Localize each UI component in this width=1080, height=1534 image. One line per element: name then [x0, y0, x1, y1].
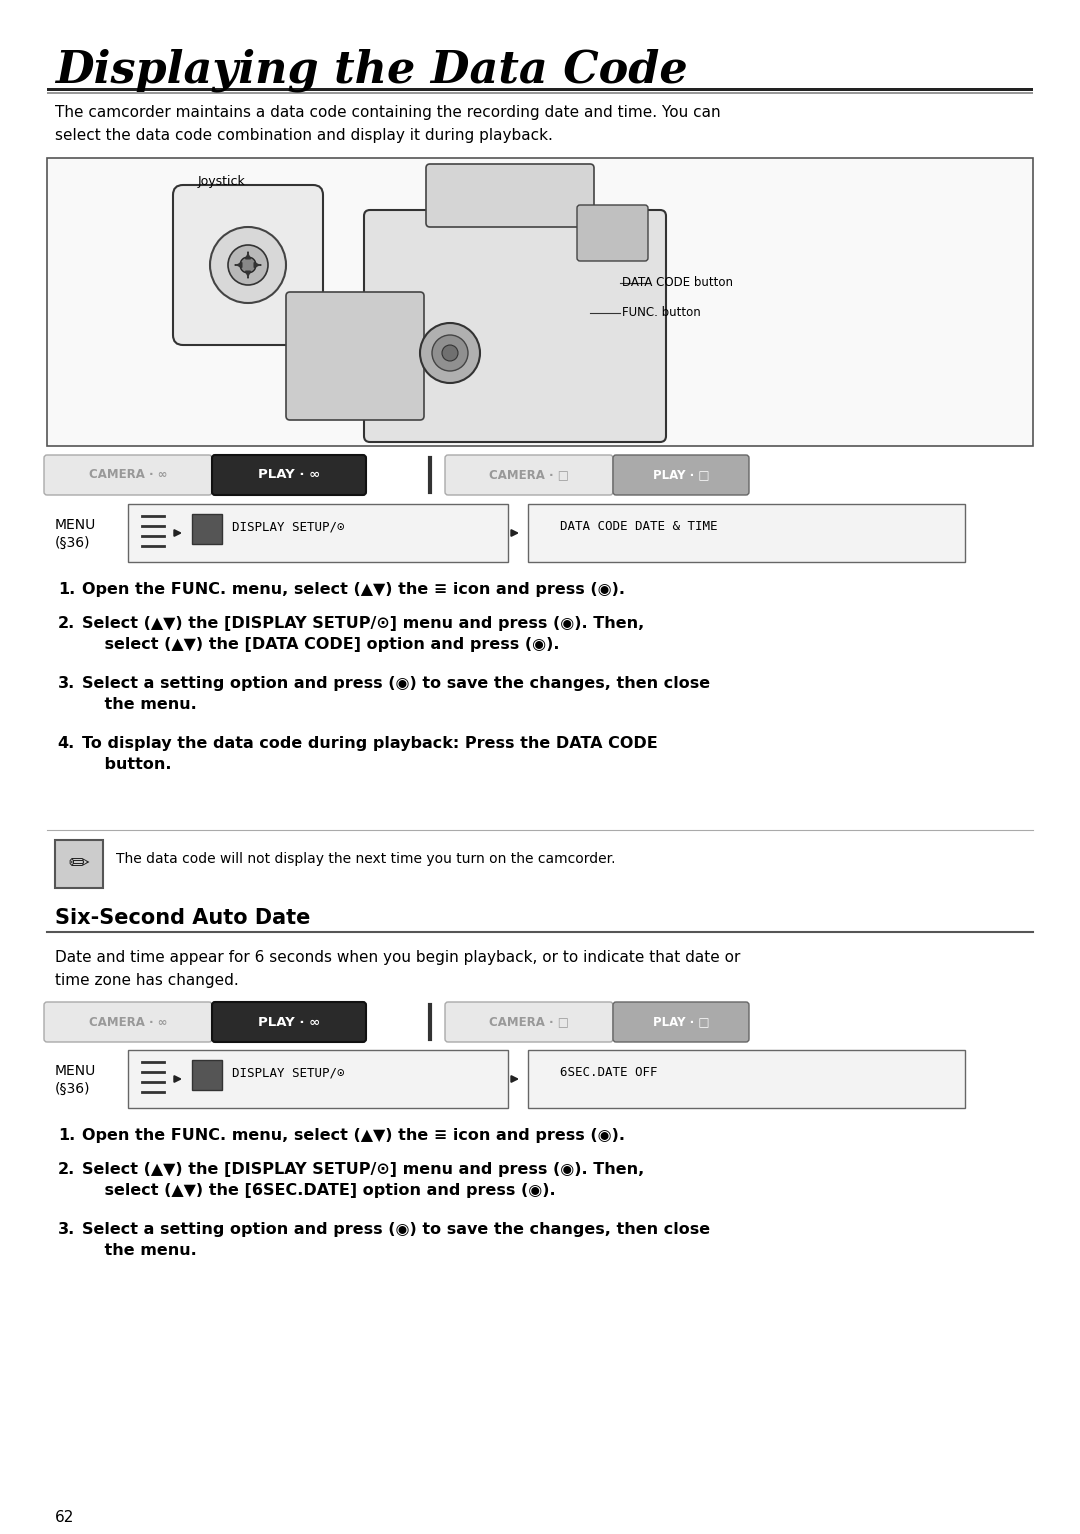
Text: The camcorder maintains a data code containing the recording date and time. You : The camcorder maintains a data code cont…: [55, 104, 720, 143]
Bar: [528, 505, 966, 561]
FancyBboxPatch shape: [364, 210, 666, 442]
Bar: [528, 1049, 966, 1108]
Text: 4.: 4.: [57, 736, 75, 752]
Text: Six-Second Auto Date: Six-Second Auto Date: [55, 908, 310, 928]
FancyBboxPatch shape: [613, 456, 750, 495]
FancyBboxPatch shape: [44, 456, 212, 495]
FancyBboxPatch shape: [173, 186, 323, 345]
Text: 2.: 2.: [57, 1161, 75, 1177]
Text: 2.: 2.: [57, 617, 75, 630]
Text: (§36): (§36): [55, 535, 91, 551]
Text: 1.: 1.: [57, 581, 75, 597]
Text: The data code will not display the next time you turn on the camcorder.: The data code will not display the next …: [116, 851, 616, 867]
Text: DISPLAY SETUP/⊙: DISPLAY SETUP/⊙: [232, 1066, 345, 1078]
Bar: [129, 1049, 508, 1108]
Text: Date and time appear for 6 seconds when you begin playback, or to indicate that : Date and time appear for 6 seconds when …: [55, 950, 741, 988]
FancyBboxPatch shape: [44, 1002, 212, 1042]
Text: 3.: 3.: [57, 676, 75, 690]
Bar: [192, 1060, 222, 1091]
FancyBboxPatch shape: [212, 1002, 366, 1042]
Text: To display the data code during playback: Press the DATA CODE
    button.: To display the data code during playback…: [82, 736, 658, 772]
Text: DISPLAY SETUP/⊙: DISPLAY SETUP/⊙: [232, 520, 345, 532]
Text: 62: 62: [55, 1509, 75, 1525]
FancyBboxPatch shape: [426, 164, 594, 227]
Text: 3.: 3.: [57, 1223, 75, 1236]
Circle shape: [442, 345, 458, 360]
Text: FUNC. button: FUNC. button: [622, 305, 701, 319]
Bar: [48, 158, 1032, 446]
Text: CAMERA · □: CAMERA · □: [489, 1016, 569, 1028]
Text: DATA CODE DATE & TIME: DATA CODE DATE & TIME: [561, 520, 717, 532]
Circle shape: [228, 245, 268, 285]
Text: PLAY · ∞: PLAY · ∞: [258, 1016, 320, 1028]
Circle shape: [432, 334, 468, 371]
Text: 6SEC.DATE OFF: 6SEC.DATE OFF: [561, 1066, 658, 1078]
Text: Select (▲▼) the [DISPLAY SETUP/⊙] menu and press (◉). Then,
    select (▲▼) the : Select (▲▼) the [DISPLAY SETUP/⊙] menu a…: [82, 617, 645, 652]
Text: Joystick: Joystick: [198, 175, 246, 189]
Text: ✏: ✏: [68, 851, 90, 876]
Text: PLAY · □: PLAY · □: [652, 468, 710, 482]
Text: PLAY · ∞: PLAY · ∞: [258, 468, 320, 482]
Text: Select a setting option and press (◉) to save the changes, then close
    the me: Select a setting option and press (◉) to…: [82, 676, 711, 712]
FancyBboxPatch shape: [212, 456, 366, 495]
Text: Open the FUNC. menu, select (▲▼) the ≡ icon and press (◉).: Open the FUNC. menu, select (▲▼) the ≡ i…: [82, 1127, 625, 1143]
Circle shape: [420, 324, 480, 384]
FancyBboxPatch shape: [445, 456, 613, 495]
Text: 1.: 1.: [57, 1127, 75, 1143]
Bar: [48, 87, 1032, 91]
Text: Open the FUNC. menu, select (▲▼) the ≡ icon and press (◉).: Open the FUNC. menu, select (▲▼) the ≡ i…: [82, 581, 625, 597]
Text: DATA CODE button: DATA CODE button: [622, 276, 733, 288]
FancyBboxPatch shape: [286, 291, 424, 420]
Text: Displaying the Data Code: Displaying the Data Code: [55, 48, 688, 92]
Circle shape: [240, 258, 256, 273]
Text: (§36): (§36): [55, 1081, 91, 1095]
Text: MENU: MENU: [55, 518, 96, 532]
FancyBboxPatch shape: [613, 1002, 750, 1042]
Bar: [55, 841, 103, 888]
Text: MENU: MENU: [55, 1065, 96, 1078]
Text: CAMERA · ∞: CAMERA · ∞: [89, 468, 167, 482]
Circle shape: [210, 227, 286, 304]
Text: PLAY · □: PLAY · □: [652, 1016, 710, 1028]
Bar: [192, 514, 222, 545]
Text: CAMERA · ∞: CAMERA · ∞: [89, 1016, 167, 1028]
FancyBboxPatch shape: [445, 1002, 613, 1042]
Text: Select (▲▼) the [DISPLAY SETUP/⊙] menu and press (◉). Then,
    select (▲▼) the : Select (▲▼) the [DISPLAY SETUP/⊙] menu a…: [82, 1161, 645, 1198]
Text: CAMERA · □: CAMERA · □: [489, 468, 569, 482]
Bar: [129, 505, 508, 561]
Text: Select a setting option and press (◉) to save the changes, then close
    the me: Select a setting option and press (◉) to…: [82, 1223, 711, 1258]
FancyBboxPatch shape: [577, 206, 648, 261]
